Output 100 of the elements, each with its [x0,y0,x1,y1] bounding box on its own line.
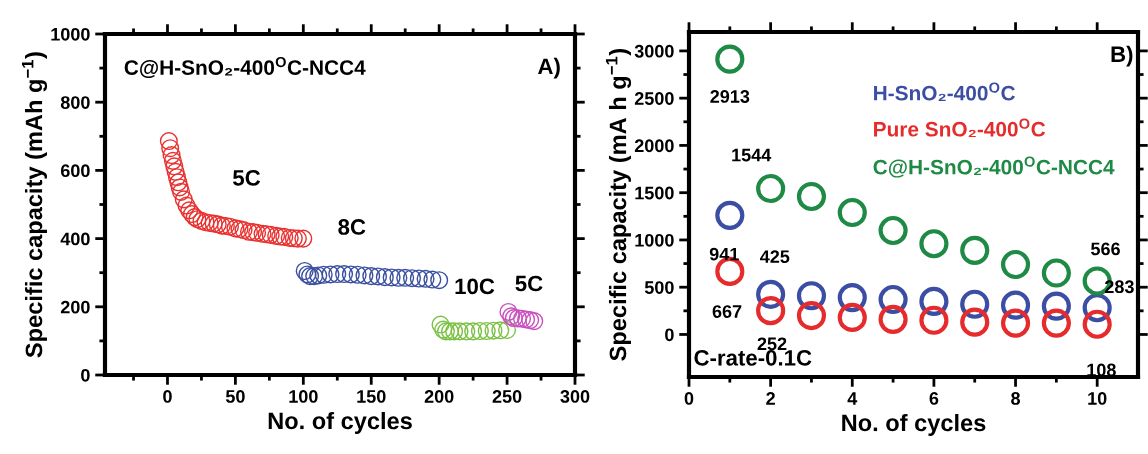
point [445,322,464,341]
x-tick-label: 50 [225,390,245,403]
y-tick-label: 800 [60,96,90,109]
point [244,223,263,242]
point [341,265,360,284]
point [284,229,303,248]
point [464,322,483,341]
x-tick-label: 300 [560,390,590,403]
point [253,224,272,243]
annotation: 566 [1091,242,1120,256]
y-axis-title: Specific capacity (mAh g$^{−1}$) [21,52,48,358]
point [837,197,867,228]
y-tick-label: 3000 [634,44,674,58]
x-axis-title: No. of cycles [268,411,412,434]
point [355,266,374,285]
point [499,302,518,321]
y-tick-label: 500 [644,281,674,294]
point [280,228,299,247]
point [521,311,540,330]
point [271,227,290,246]
point [450,322,469,341]
y-tick-label: 2500 [634,92,674,105]
point [169,173,188,192]
y-axis-title: Specific capacity (mA h g$^{−1}$) [605,48,632,361]
point [321,265,340,284]
point [1000,290,1031,320]
point [305,267,324,286]
point [348,265,367,284]
point [257,225,276,244]
x-tick-label: 8 [1011,392,1021,405]
point [878,304,908,334]
x-tick-label: 250 [492,390,522,403]
point [163,151,182,170]
annotation: 1544 [732,148,772,162]
point [174,190,193,209]
point [226,219,245,238]
point [508,309,527,328]
y-tick-label: 600 [60,164,90,178]
x-tick-label: 0 [684,392,694,405]
point [960,307,990,337]
annotation: 8C [338,219,366,235]
x-tick-label: 2 [766,392,775,405]
text: Pure SnO₂-400$^{O}$C [874,118,1046,138]
annotation: 667 [712,305,742,318]
y-tick-label: 0 [665,328,674,342]
point [517,310,536,329]
point [382,268,401,287]
point [159,132,178,151]
point [239,222,259,241]
y-tick-label: 400 [60,232,90,246]
point [362,267,381,286]
x-axis-title: No. of cycles [842,413,986,436]
point [309,266,328,285]
x-tick-label: 100 [289,390,318,403]
point [275,227,294,246]
point [212,216,231,235]
annotation: 5C [233,169,261,186]
point [261,225,280,244]
point [756,296,786,326]
annotation: 252 [757,337,787,351]
point [409,269,428,288]
point [192,211,211,230]
annotation: B) [1111,45,1133,67]
y-tick-label: 1000 [51,27,90,41]
point [288,229,307,248]
point [180,201,199,220]
point [491,321,510,340]
point [230,220,249,239]
point [375,268,394,287]
point [248,223,267,242]
point [756,173,786,204]
y-tick-label: 2000 [634,139,674,153]
point [204,214,223,233]
point [715,200,745,230]
point [396,268,415,287]
point [172,182,191,201]
point [1041,308,1071,338]
point [295,261,314,281]
x-tick-label: 150 [357,390,386,403]
x-tick-label: 0 [163,390,172,403]
point [294,229,313,248]
annotation: 425 [760,250,790,264]
point [1041,258,1071,288]
point [837,302,867,333]
annotation: A) [538,57,560,79]
y-tick-label: 200 [60,300,90,314]
point [234,221,253,240]
x-tick-label: 6 [929,392,939,405]
point [484,321,503,340]
point [512,309,532,328]
point [162,146,181,165]
point [165,157,184,176]
point [166,162,185,181]
point [960,235,990,265]
point [170,178,189,197]
point [200,213,219,232]
point [416,269,435,288]
point [196,213,215,232]
point [796,300,827,331]
point [431,315,450,334]
